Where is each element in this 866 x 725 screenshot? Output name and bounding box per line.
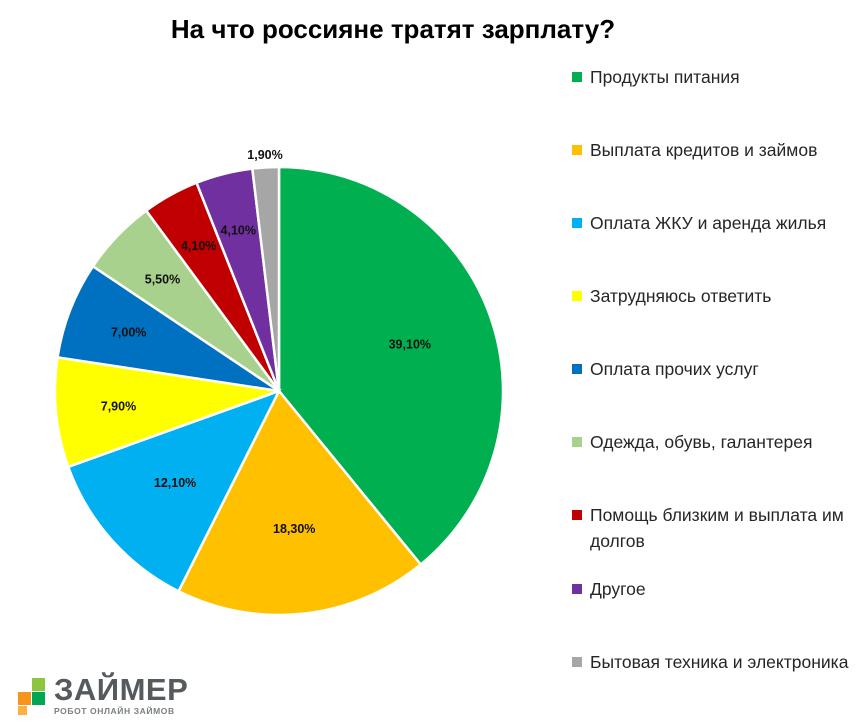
legend-label: Помощь близким и выплата им долгов [590, 505, 844, 551]
logo-square-4 [18, 706, 27, 715]
data-label-8: 4,10% [221, 223, 256, 237]
pie-slice-3 [66, 388, 282, 593]
logo-square-2 [18, 692, 31, 705]
legend-swatch [572, 364, 582, 374]
legend-swatch [572, 291, 582, 301]
pie-slice-9 [250, 165, 281, 392]
legend-label: Оплата прочих услуг [590, 359, 759, 379]
logo-square-1 [32, 678, 45, 691]
legend-label: Продукты питания [590, 67, 740, 87]
legend-swatch [572, 510, 582, 520]
legend-label: Затрудняюсь ответить [590, 286, 772, 306]
data-label-7: 4,10% [181, 239, 216, 253]
legend-swatch [572, 72, 582, 82]
legend-swatch [572, 657, 582, 667]
chart-title: На что россияне тратят зарплату? [170, 14, 616, 44]
logo-square-3 [32, 692, 45, 705]
pie-slice-4 [53, 355, 280, 469]
legend-swatch [572, 145, 582, 155]
legend-swatch [572, 218, 582, 228]
pie-slice-2 [176, 388, 423, 617]
data-label-9: 1,90% [247, 148, 282, 162]
legend-swatch [572, 584, 582, 594]
data-label-2: 18,30% [273, 522, 315, 536]
legend-label: Одежда, обувь, галантерея [590, 432, 813, 452]
data-label-1: 39,10% [389, 337, 431, 351]
logo-wordmark: ЗАЙМЕР [54, 672, 189, 707]
zaimer-logo: ЗАЙМЕР РОБОТ ОНЛАЙН ЗАЙМОВ [8, 672, 198, 720]
logo-tagline: РОБОТ ОНЛАЙН ЗАЙМОВ [54, 706, 175, 716]
legend-label: Другое [590, 579, 646, 599]
legend-swatch [572, 437, 582, 447]
legend-label: Оплата ЖКУ и аренда жилья [590, 213, 827, 233]
data-label-4: 7,90% [101, 400, 136, 414]
legend-label: Бытовая техника и электроника [590, 652, 849, 672]
data-label-3: 12,10% [154, 476, 196, 490]
data-label-6: 5,50% [145, 272, 180, 286]
data-label-5: 7,00% [111, 326, 146, 340]
legend-label: Выплата кредитов и займов [590, 140, 818, 160]
pie-slice-1 [277, 165, 505, 567]
